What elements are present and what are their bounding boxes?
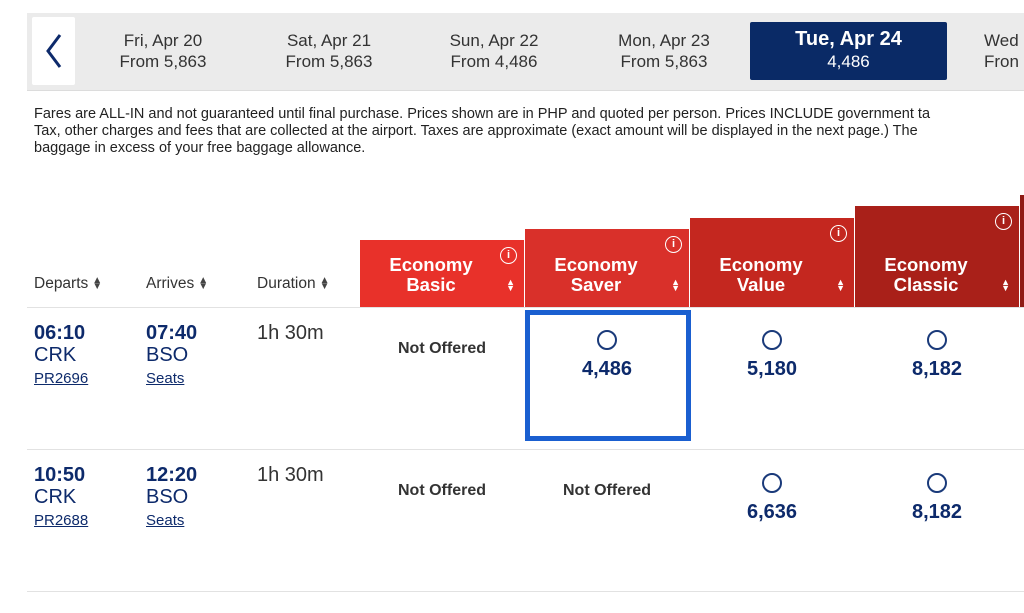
info-icon[interactable]: i — [500, 247, 517, 264]
arrives-label: Arrives — [146, 275, 195, 292]
sort-icon: ▲ ▼ — [1001, 277, 1010, 293]
date-fare: From 5,863 — [620, 52, 708, 71]
fare-price: 5,180 — [746, 358, 798, 380]
sort-icon: ▲ ▼ — [671, 277, 680, 293]
sort-icon: ▲ ▼ — [92, 275, 103, 292]
fare-price: 8,182 — [911, 501, 963, 523]
duration: 1h 30m — [257, 464, 324, 486]
fare-header-edge — [1020, 195, 1024, 307]
fare-not-offered: Not Offered — [563, 482, 651, 499]
fare-class-label: Economy — [389, 254, 473, 275]
date-fare: From 5,863 — [285, 52, 373, 71]
fare-not-offered: Not Offered — [398, 340, 486, 357]
date-day: Mon, Apr 23 — [618, 31, 710, 50]
duration-label: Duration — [257, 275, 316, 292]
radio-icon[interactable] — [762, 473, 782, 493]
fare-option[interactable]: 8,182 — [855, 473, 1019, 524]
departs-label: Departs — [34, 275, 89, 292]
fare-option[interactable]: 6,636 — [690, 473, 854, 524]
sort-icon: ▲ ▼ — [319, 275, 330, 292]
depart-time: 10:50 — [34, 464, 86, 486]
flight-number-link[interactable]: PR2688 — [34, 512, 89, 529]
fare-class-name: Basic — [406, 274, 456, 295]
sort-icon: ▲ ▼ — [836, 277, 845, 293]
fare-option-selected[interactable]: 4,486 — [525, 330, 689, 381]
notice-line: Tax, other charges and fees that are col… — [34, 123, 918, 139]
fare-class-name: Saver — [570, 274, 622, 295]
fare-price: 8,182 — [911, 358, 963, 380]
notice-line: Fares are ALL-IN and not guaranteed unti… — [34, 106, 931, 122]
fare-price: 4,486 — [581, 358, 633, 380]
depart-airport: CRK — [34, 344, 77, 366]
date-day: Tue, Apr 24 — [795, 28, 902, 50]
info-icon[interactable]: i — [665, 236, 682, 253]
seats-link[interactable]: Seats — [146, 512, 185, 529]
date-option[interactable]: Sat, Apr 21 From 5,863 — [262, 22, 396, 80]
radio-icon[interactable] — [927, 330, 947, 350]
flight-number-link[interactable]: PR2696 — [34, 370, 89, 387]
date-fare: From 5,863 — [119, 52, 207, 71]
depart-time: 06:10 — [34, 322, 86, 344]
date-day: Sat, Apr 21 — [286, 31, 372, 50]
fare-option[interactable]: 5,180 — [690, 330, 854, 381]
arrive-time: 07:40 — [146, 322, 198, 344]
arrive-airport: BSO — [146, 486, 189, 508]
fare-not-offered: Not Offered — [398, 482, 486, 499]
date-option[interactable]: Sun, Apr 22 From 4,486 — [427, 22, 561, 80]
depart-airport: CRK — [34, 486, 77, 508]
radio-icon[interactable] — [597, 330, 617, 350]
date-option[interactable]: Mon, Apr 23 From 5,863 — [597, 22, 731, 80]
date-option-selected[interactable]: Tue, Apr 24 4,486 — [750, 22, 947, 80]
divider — [27, 591, 1024, 592]
radio-icon[interactable] — [762, 330, 782, 350]
date-day: Fri, Apr 20 — [123, 31, 203, 50]
sort-departs[interactable]: Departs ▲ ▼ — [34, 275, 102, 293]
divider — [27, 307, 1024, 308]
fare-option[interactable]: 8,182 — [855, 330, 1019, 381]
duration: 1h 30m — [257, 322, 324, 344]
sort-icon: ▲ ▼ — [198, 275, 209, 292]
chevron-left-icon — [45, 34, 61, 68]
fare-header-economy-saver[interactable]: i Economy Saver ▲ ▼ — [525, 229, 689, 307]
info-icon[interactable]: i — [995, 213, 1012, 230]
notice-line: baggage in excess of your free baggage a… — [34, 140, 366, 156]
date-option[interactable]: Wed Fron — [984, 22, 1024, 80]
fare-price: 6,636 — [746, 501, 798, 523]
fare-class-name: Classic — [893, 274, 959, 295]
seats-link[interactable]: Seats — [146, 370, 185, 387]
fare-header-economy-value[interactable]: i Economy Value ▲ ▼ — [690, 218, 854, 307]
selected-fare-highlight — [525, 310, 691, 441]
fare-class-label: Economy — [554, 254, 638, 275]
arrive-time: 12:20 — [146, 464, 198, 486]
sort-arrives[interactable]: Arrives ▲ ▼ — [146, 275, 208, 293]
arrive-airport: BSO — [146, 344, 189, 366]
info-icon[interactable]: i — [830, 225, 847, 242]
date-fare: Fron — [984, 52, 1019, 71]
fare-class-label: Economy — [884, 254, 968, 275]
fare-class-label: Economy — [719, 254, 803, 275]
previous-dates-button[interactable] — [32, 17, 75, 85]
date-option[interactable]: Fri, Apr 20 From 5,863 — [96, 22, 230, 80]
date-day: Wed — [984, 31, 1019, 50]
date-day: Sun, Apr 22 — [449, 31, 539, 50]
sort-icon: ▲ ▼ — [506, 277, 515, 293]
divider — [27, 449, 1024, 450]
date-fare: From 4,486 — [450, 52, 538, 71]
sort-duration[interactable]: Duration ▲ ▼ — [257, 275, 330, 293]
date-fare: 4,486 — [827, 52, 870, 71]
radio-icon[interactable] — [927, 473, 947, 493]
fare-header-economy-basic[interactable]: i Economy Basic ▲ ▼ — [360, 240, 524, 307]
fare-header-economy-classic[interactable]: i Economy Classic ▲ ▼ — [855, 206, 1019, 307]
fare-class-name: Value — [736, 274, 786, 295]
fare-notice: Fares are ALL-IN and not guaranteed unti… — [34, 106, 1024, 157]
